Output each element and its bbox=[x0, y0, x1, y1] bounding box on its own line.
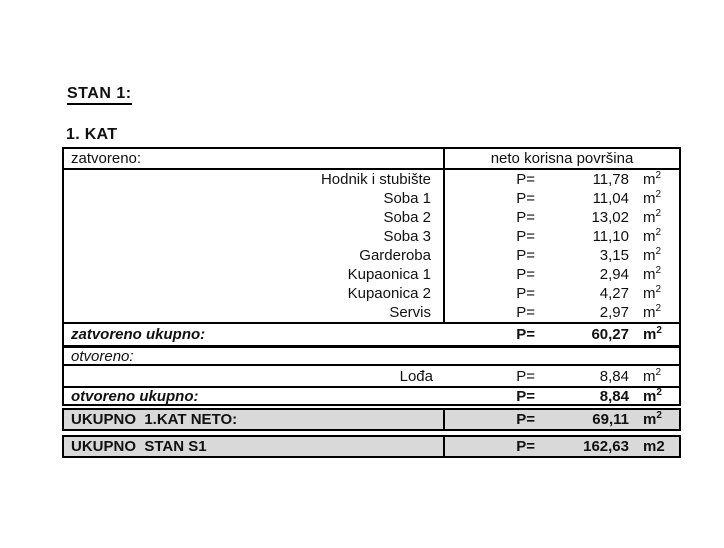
open-total-label: otvoreno ukupno: bbox=[71, 387, 199, 405]
table-row: Lođa P= 8,84 m2 bbox=[64, 366, 679, 388]
room-name: Servis bbox=[64, 303, 445, 322]
area-unit: m2 bbox=[643, 285, 662, 302]
area-unit: m2 bbox=[643, 326, 662, 343]
net-area-header: neto korisna površina bbox=[490, 150, 634, 167]
area-value: 2,97 bbox=[599, 304, 629, 321]
room-name: Soba 2 bbox=[64, 208, 445, 227]
area-value: 11,04 bbox=[592, 190, 629, 207]
area-unit: m2 bbox=[643, 190, 662, 207]
room-name: Soba 3 bbox=[64, 227, 445, 246]
apartment-title: STAN 1: bbox=[67, 85, 132, 105]
area-value: 13,02 bbox=[591, 209, 629, 226]
area-table: zatvoreno: neto korisna površina Hodnik … bbox=[62, 147, 681, 406]
room-name: Lođa bbox=[399, 367, 433, 385]
area-unit: m2 bbox=[643, 266, 662, 283]
closed-section-label: zatvoreno: bbox=[64, 149, 445, 168]
table-row: Servis P= 2,97 m2 bbox=[64, 303, 679, 322]
open-section-row: otvoreno: bbox=[64, 348, 679, 366]
floor-title: 1. KAT bbox=[66, 126, 118, 143]
p-label: P= bbox=[516, 285, 535, 302]
p-label: P= bbox=[516, 266, 535, 283]
p-label: P= bbox=[516, 411, 535, 428]
grand-total-label: UKUPNO STAN S1 bbox=[64, 437, 445, 456]
area-value: 162,63 bbox=[583, 438, 629, 455]
area-value: 3,15 bbox=[599, 247, 629, 264]
table-row: Soba 1 P= 11,04 m2 bbox=[64, 189, 679, 208]
area-value: 60,27 bbox=[591, 326, 629, 343]
p-label: P= bbox=[516, 171, 535, 188]
p-label: P= bbox=[516, 247, 535, 264]
area-value: 11,10 bbox=[592, 228, 629, 245]
room-name: Kupaonica 1 bbox=[64, 265, 445, 284]
area-unit: m2 bbox=[643, 228, 662, 245]
area-value: 4,27 bbox=[599, 285, 629, 302]
p-label: P= bbox=[516, 438, 535, 455]
area-unit: m2 bbox=[643, 367, 662, 385]
room-name: Soba 1 bbox=[64, 189, 445, 208]
table-row: Soba 2 P= 13,02 m2 bbox=[64, 208, 679, 227]
table-row: Soba 3 P= 11,10 m2 bbox=[64, 227, 679, 246]
closed-total-row: zatvoreno ukupno: P= 60,27 m2 bbox=[64, 322, 679, 348]
area-unit: m2 bbox=[643, 438, 665, 455]
area-value: 8,84 bbox=[599, 387, 629, 405]
table-row: Kupaonica 2 P= 4,27 m2 bbox=[64, 284, 679, 303]
table-row: Hodnik i stubište P= 11,78 m2 bbox=[64, 170, 679, 189]
area-unit: m2 bbox=[643, 411, 662, 428]
area-value: 8,84 bbox=[599, 367, 629, 385]
area-value: 2,94 bbox=[599, 266, 629, 283]
open-section-label: otvoreno: bbox=[71, 347, 134, 365]
table-row: Garderoba P= 3,15 m2 bbox=[64, 246, 679, 265]
area-unit: m2 bbox=[643, 171, 662, 188]
open-total-row: otvoreno ukupno: P= 8,84 m2 bbox=[64, 387, 679, 405]
area-unit: m2 bbox=[643, 247, 662, 264]
room-name: Kupaonica 2 bbox=[64, 284, 445, 303]
p-label: P= bbox=[516, 367, 535, 385]
area-unit: m2 bbox=[643, 387, 662, 405]
p-label: P= bbox=[516, 228, 535, 245]
p-label: P= bbox=[516, 209, 535, 226]
closed-total-label: zatvoreno ukupno: bbox=[71, 326, 206, 343]
area-value: 11,78 bbox=[592, 171, 629, 188]
area-unit: m2 bbox=[643, 209, 662, 226]
floor-total-label: UKUPNO 1.KAT NETO: bbox=[64, 410, 445, 429]
floor-total-row: UKUPNO 1.KAT NETO: P= 69,11 m2 bbox=[62, 408, 681, 431]
area-unit: m2 bbox=[643, 304, 662, 321]
table-row: Kupaonica 1 P= 2,94 m2 bbox=[64, 265, 679, 284]
p-label: P= bbox=[516, 304, 535, 321]
p-label: P= bbox=[516, 387, 535, 405]
room-name: Hodnik i stubište bbox=[64, 170, 445, 189]
room-name: Garderoba bbox=[64, 246, 445, 265]
p-label: P= bbox=[516, 326, 535, 343]
table-header-row: zatvoreno: neto korisna površina bbox=[64, 149, 679, 170]
area-value: 69,11 bbox=[592, 411, 629, 428]
grand-total-row: UKUPNO STAN S1 P= 162,63 m2 bbox=[62, 435, 681, 458]
p-label: P= bbox=[516, 190, 535, 207]
